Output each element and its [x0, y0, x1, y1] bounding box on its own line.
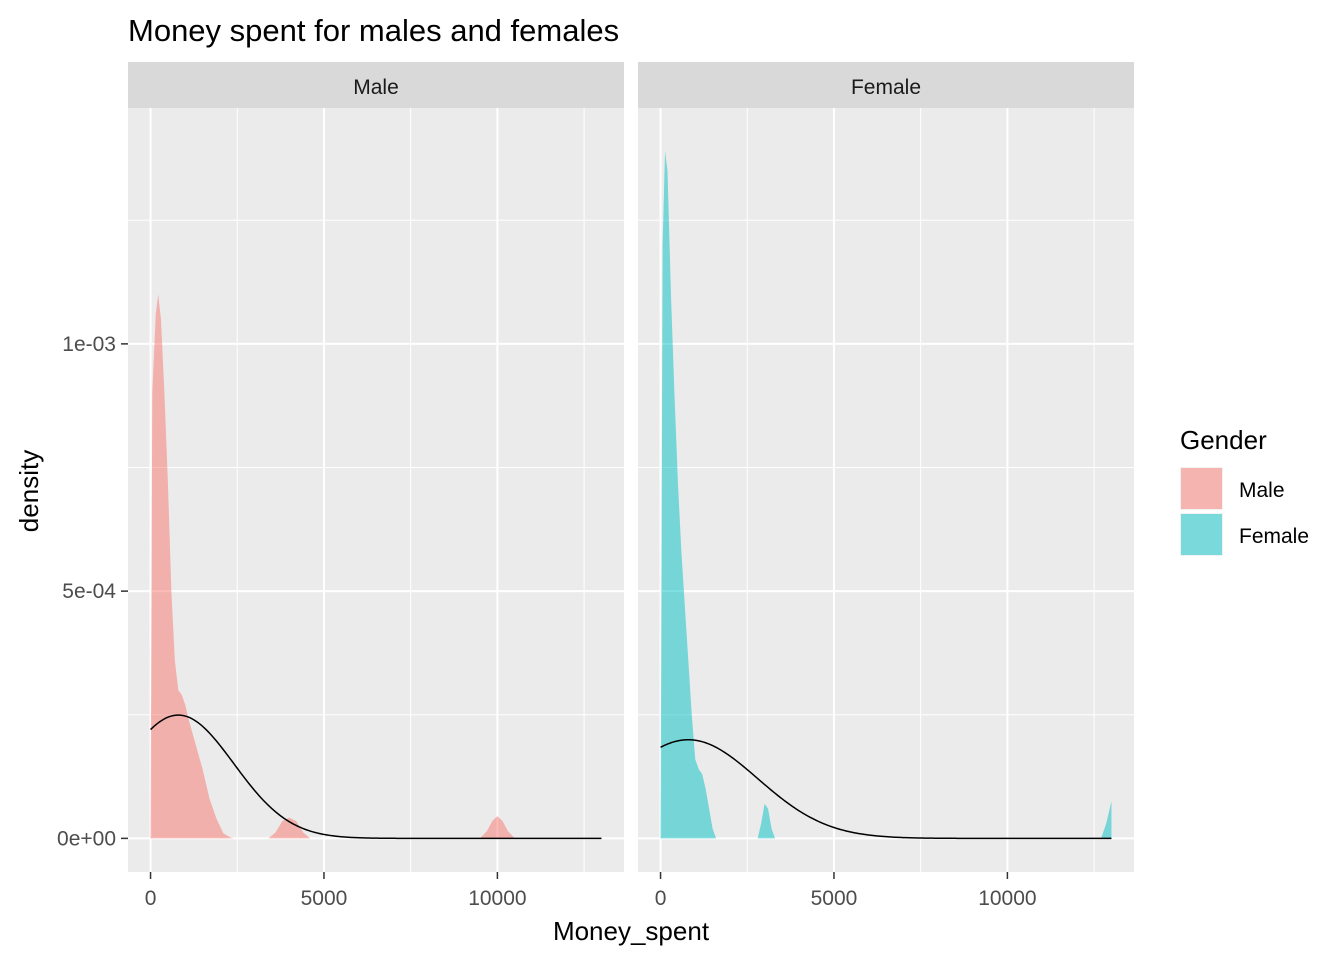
legend-label-female: Female	[1239, 525, 1309, 548]
facet-panels: Male 0 5000 10000 0e+00 5e-04 1e-03 Female 0 5000…	[57, 62, 1134, 910]
y-tick-label: 5e-04	[62, 580, 116, 603]
facet-strip-label: Female	[851, 76, 921, 99]
facet-strip-label: Male	[353, 76, 399, 99]
normal-curve-male	[150, 714, 602, 840]
legend-key-male	[1181, 468, 1222, 509]
x-axis-label: Money_spent	[553, 916, 710, 946]
x-tick-label: 0	[145, 887, 157, 910]
chart-title: Money spent for males and females	[128, 13, 619, 48]
legend: Gender Male Female	[1180, 425, 1309, 556]
legend-key-female	[1181, 514, 1222, 555]
facet-strip	[128, 62, 624, 108]
legend-title: Gender	[1180, 425, 1267, 455]
y-tick-label: 1e-03	[62, 333, 116, 356]
x-tick-label: 5000	[811, 887, 858, 910]
density-area-male	[150, 294, 602, 839]
panel-background	[638, 108, 1134, 872]
x-tick-label: 10000	[468, 887, 526, 910]
y-axis-label: density	[14, 450, 44, 532]
x-tick-label: 10000	[978, 887, 1036, 910]
facet-panel-female: Female 0 5000 10000	[638, 62, 1134, 910]
normal-curve-female	[660, 738, 1112, 840]
legend-label-male: Male	[1239, 479, 1285, 502]
panel-background	[128, 108, 624, 872]
x-tick-label: 0	[655, 887, 667, 910]
facet-strip	[638, 62, 1134, 108]
x-tick-label: 5000	[301, 887, 348, 910]
facet-panel-male: Male 0 5000 10000 0e+00 5e-04 1e-03	[57, 62, 624, 910]
y-tick-label: 0e+00	[57, 827, 116, 850]
